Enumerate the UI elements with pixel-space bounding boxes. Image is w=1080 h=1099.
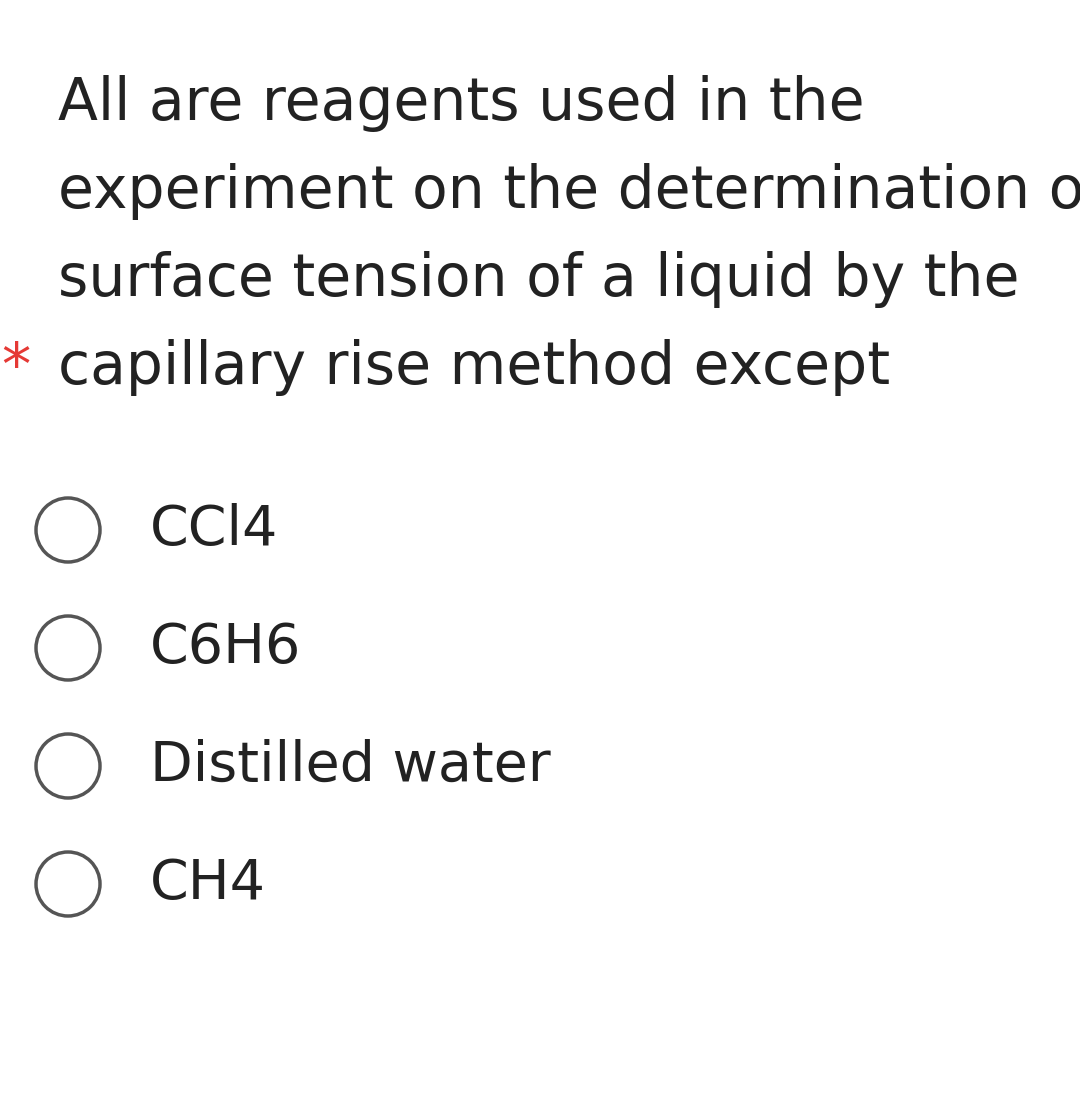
Text: capillary rise method except: capillary rise method except — [58, 340, 908, 397]
Text: All are reagents used in the: All are reagents used in the — [58, 76, 865, 133]
Text: surface tension of a liquid by the: surface tension of a liquid by the — [58, 252, 1020, 309]
Text: CCl4: CCl4 — [150, 503, 279, 557]
Text: *: * — [1, 340, 30, 397]
Text: CH4: CH4 — [150, 857, 266, 911]
Text: experiment on the determination of: experiment on the determination of — [58, 164, 1080, 221]
Text: C6H6: C6H6 — [150, 621, 301, 675]
Text: Distilled water: Distilled water — [150, 739, 551, 793]
